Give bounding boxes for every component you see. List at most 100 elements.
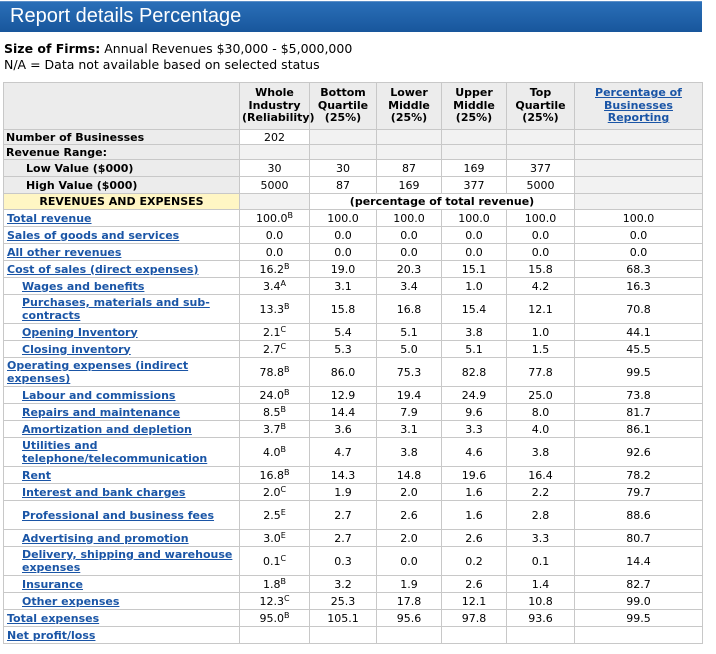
row-label-cell[interactable]: All other revenues [3, 243, 240, 261]
report-title-bar: Report details Percentage [0, 1, 702, 32]
pct-reporting-cell: 86.1 [574, 420, 703, 438]
row-label-cell[interactable]: Amortization and depletion [3, 420, 240, 438]
quartile-value-cell: 77.8 [506, 357, 575, 387]
quartile-value-cell [506, 626, 575, 644]
row-label-link[interactable]: Other expenses [22, 594, 120, 608]
quartile-value-cell: 1.6 [441, 500, 507, 530]
whole-industry-value: 2.5 [263, 508, 281, 522]
table-row: Sales of goods and services 0.0 0.0 0.0 0.0 0… [3, 226, 703, 244]
row-label-link[interactable]: Sales of goods and services [7, 228, 180, 242]
row-label-cell[interactable]: Interest and bank charges [3, 483, 240, 501]
page-title: Report details Percentage [10, 5, 242, 27]
whole-industry-value: 8.5 [263, 405, 281, 419]
row-label-link[interactable]: Amortization and depletion [22, 422, 192, 436]
high-value-cell: 87 [309, 176, 377, 194]
row-label-cell[interactable]: Other expenses [3, 592, 240, 610]
table-row: Net profit/loss [3, 626, 703, 644]
whole-industry-cell: 2.0C [239, 483, 310, 501]
reliability-grade: C [280, 553, 287, 563]
row-label-cell[interactable]: Advertising and promotion [3, 529, 240, 547]
row-label-link[interactable]: Total expenses [7, 611, 100, 625]
quartile-value-cell: 7.9 [376, 403, 442, 421]
row-label-cell[interactable]: Rent [3, 466, 240, 484]
quartile-value-cell: 2.6 [376, 500, 442, 530]
header-pct-reporting[interactable]: Percentage of Businesses Reporting [574, 82, 703, 130]
whole-industry-cell: 3.7B [239, 420, 310, 438]
row-label-link[interactable]: Opening Inventory [22, 325, 138, 339]
row-label-cell[interactable]: Total expenses [3, 609, 240, 627]
quartile-value-cell: 14.4 [309, 403, 377, 421]
whole-industry-cell: 1.8B [239, 575, 310, 593]
row-label-link[interactable]: Rent [22, 468, 52, 482]
row-label-cell[interactable]: Repairs and maintenance [3, 403, 240, 421]
quartile-value-cell: 3.8 [441, 323, 507, 341]
quartile-value-cell: 19.0 [309, 260, 377, 278]
row-label-link[interactable]: Operating expenses (indirect expenses) [7, 359, 189, 385]
row-label-cell[interactable]: Wages and benefits [3, 277, 240, 295]
row-label-cell[interactable]: Total revenue [3, 209, 240, 227]
whole-industry-value: 3.4 [263, 279, 281, 293]
quartile-value-cell: 1.6 [441, 483, 507, 501]
pct-reporting-cell: 16.3 [574, 277, 703, 295]
row-label-cell[interactable]: Delivery, shipping and warehouse expense… [3, 546, 240, 576]
reliability-grade: E [280, 530, 286, 540]
row-label-link[interactable]: Advertising and promotion [22, 531, 189, 545]
reliability-grade: B [284, 467, 290, 477]
whole-industry-value: 95.0 [259, 611, 285, 625]
row-label-cell[interactable]: Closing inventory [3, 340, 240, 358]
table-row: Purchases, materials and sub-contracts 13… [3, 294, 703, 324]
low-value-cell: 30 [309, 159, 377, 177]
row-label-link[interactable]: All other revenues [7, 245, 122, 259]
reliability-grade: C [280, 324, 287, 334]
size-value: Annual Revenues $30,000 - $5,000,000 [104, 41, 353, 56]
high-value-row: High Value ($000) 5000 87 169 377 5000 [3, 176, 703, 194]
whole-industry-value: 3.0 [263, 531, 281, 545]
row-label-link[interactable]: Cost of sales (direct expenses) [7, 262, 199, 276]
pct-reporting-cell [574, 626, 703, 644]
table-row: Cost of sales (direct expenses) 16.2B 19.0… [3, 260, 703, 278]
row-label-cell[interactable]: Opening Inventory [3, 323, 240, 341]
pct-reporting-cell: 92.6 [574, 437, 703, 467]
row-label-link[interactable]: Professional and business fees [22, 508, 215, 522]
quartile-value-cell: 1.4 [506, 575, 575, 593]
quartile-value-cell: 100.0 [309, 209, 377, 227]
quartile-value-cell [376, 626, 442, 644]
row-label-cell[interactable]: Labour and commissions [3, 386, 240, 404]
row-label-link[interactable]: Interest and bank charges [22, 485, 186, 499]
quartile-value-cell: 97.8 [441, 609, 507, 627]
row-label-link[interactable]: Purchases, materials and sub-contracts [22, 296, 210, 322]
row-label-link[interactable]: Repairs and maintenance [22, 405, 181, 419]
row-label-link[interactable]: Utilities and telephone/telecommunicatio… [22, 439, 208, 465]
header-top-quartile: Top Quartile (25%) [506, 82, 575, 130]
quartile-value-cell: 0.0 [506, 243, 575, 261]
pct-reporting-link[interactable]: Percentage of Businesses Reporting [595, 86, 682, 125]
row-label-cell[interactable]: Utilities and telephone/telecommunicatio… [3, 437, 240, 467]
row-label-link[interactable]: Net profit/loss [7, 628, 96, 642]
quartile-value-cell: 8.0 [506, 403, 575, 421]
reliability-grade: E [280, 507, 286, 517]
row-label-cell[interactable]: Insurance [3, 575, 240, 593]
quartile-value-cell: 75.3 [376, 357, 442, 387]
row-label-link[interactable]: Closing inventory [22, 342, 131, 356]
table-row: Total expenses 95.0B 105.1 95.6 97.8 93.6 99.5 [3, 609, 703, 627]
row-label-link[interactable]: Delivery, shipping and warehouse expense… [22, 548, 233, 574]
quartile-value-cell: 2.7 [309, 529, 377, 547]
row-label-link[interactable]: Total revenue [7, 211, 92, 225]
row-label-cell[interactable]: Purchases, materials and sub-contracts [3, 294, 240, 324]
whole-industry-value: 100.0 [256, 211, 288, 225]
row-label-cell[interactable]: Cost of sales (direct expenses) [3, 260, 240, 278]
table-row: Professional and business fees 2.5E 2.7 2.6… [3, 500, 703, 530]
row-label-cell[interactable]: Net profit/loss [3, 626, 240, 644]
row-label-link[interactable]: Wages and benefits [22, 279, 145, 293]
row-label-link[interactable]: Labour and commissions [22, 388, 176, 402]
header-blank [3, 82, 240, 130]
whole-industry-cell: 2.7C [239, 340, 310, 358]
row-label-cell[interactable]: Operating expenses (indirect expenses) [3, 357, 240, 387]
row-label-cell[interactable]: Professional and business fees [3, 500, 240, 530]
row-label-cell[interactable]: Sales of goods and services [3, 226, 240, 244]
table-row: Wages and benefits 3.4A 3.1 3.4 1.0 4.2 16.3 [3, 277, 703, 295]
row-label-link[interactable]: Insurance [22, 577, 83, 591]
quartile-value-cell: 0.0 [441, 243, 507, 261]
table-row: Labour and commissions 24.0B 12.9 19.4 24.9 2… [3, 386, 703, 404]
header-row: Whole Industry (Reliability) Bottom Quar… [3, 82, 703, 130]
